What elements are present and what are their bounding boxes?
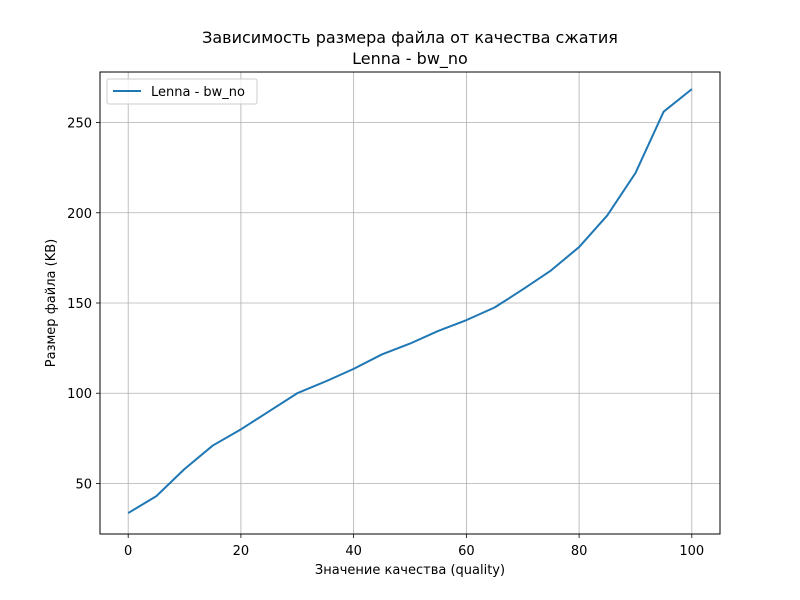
x-tick-label: 60	[458, 544, 475, 559]
x-tick-label: 40	[345, 544, 362, 559]
x-tick-label: 80	[571, 544, 588, 559]
y-tick-label: 250	[67, 117, 92, 132]
x-axis-label: Значение качества (quality)	[315, 563, 505, 578]
chart-subtitle: Lenna - bw_no	[352, 49, 468, 69]
x-tick-label: 20	[233, 544, 250, 559]
y-tick-label: 150	[67, 297, 92, 312]
x-tick-label: 0	[124, 544, 132, 559]
chart-title: Зависимость размера файла от качества сж…	[202, 28, 618, 47]
grid	[100, 72, 720, 534]
x-axis-ticks: 0 20 40 60 80 100	[124, 534, 704, 559]
series-layer	[127, 88, 693, 514]
x-tick-label: 100	[679, 544, 704, 559]
y-axis-label: Размер файла (KB)	[44, 239, 59, 367]
legend-entry: Lenna - bw_no	[151, 85, 245, 100]
y-tick-label: 50	[75, 477, 92, 492]
legend: Lenna - bw_no	[106, 78, 258, 105]
y-axis-ticks: 50 100 150 200 250	[67, 117, 100, 492]
series-line	[127, 88, 693, 514]
y-tick-label: 200	[67, 207, 92, 222]
legend-box	[106, 78, 258, 105]
y-tick-label: 100	[67, 387, 92, 402]
